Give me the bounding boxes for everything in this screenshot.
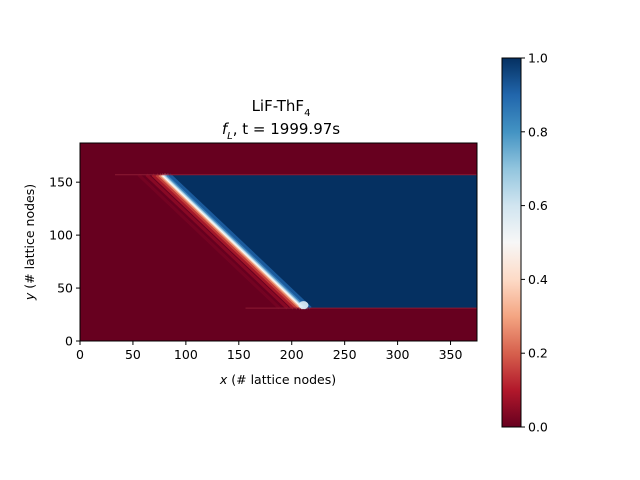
colorbar-tick-label: 1.0 [528,51,548,66]
interface-band [145,173,289,310]
colorbar [501,57,522,428]
interface-band [155,173,299,310]
y-axis-label: y (# lattice nodes) [22,184,37,301]
x-tick-label: 350 [439,347,463,362]
y-axis-ticks: 0 50 100 150 [49,175,80,349]
colorbar-tick-label: 0.4 [528,272,548,287]
x-tick-label: 0 [76,347,84,362]
interface-tip [298,301,309,310]
plot-frame [79,142,478,342]
y-tick-label: 100 [49,228,73,243]
interface-band [168,173,312,310]
x-tick-label: 50 [125,347,141,362]
colorbar-ticks: 0.0 0.2 0.4 0.6 0.8 1.0 [521,51,548,435]
y-tick-label: 150 [49,175,73,190]
colorbar-tick-label: 0.0 [528,420,548,435]
x-tick-label: 150 [227,347,251,362]
interface-band [151,173,295,310]
colorbar-tick-label: 0.2 [528,346,548,361]
y-tick-label: 50 [57,281,73,296]
x-tick-label: 300 [386,347,410,362]
interface-band [137,173,281,310]
x-tick-label: 100 [174,347,198,362]
colorbar-tick-label: 0.6 [528,198,548,213]
x-axis-label: x (# lattice nodes) [219,372,336,387]
x-tick-label: 200 [280,347,304,362]
chart-title-line2: fL, t = 1999.97s [222,120,340,142]
chart-title-line1: LiF-ThF4 [252,97,311,119]
x-tick-label: 250 [333,347,357,362]
x-axis-ticks: 0 50 100 150 200 250 300 350 [76,341,463,362]
liquid-region [162,174,477,309]
colorbar-tick-label: 0.8 [528,124,548,139]
y-tick-label: 0 [65,334,73,349]
heatmap-field [80,143,477,341]
